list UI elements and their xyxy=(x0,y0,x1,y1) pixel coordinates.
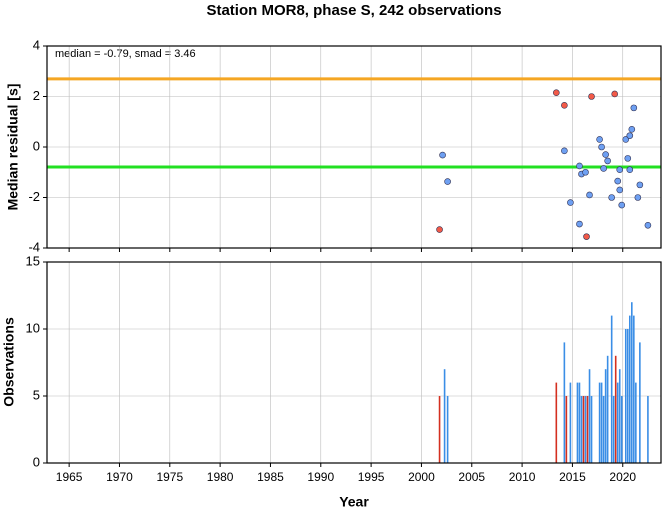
bar xyxy=(446,396,449,463)
bar xyxy=(647,396,649,463)
point xyxy=(561,147,568,155)
point xyxy=(630,104,638,112)
point xyxy=(622,136,630,143)
y-axis-label: Observations xyxy=(1,317,17,407)
plot-frame xyxy=(46,45,662,249)
point xyxy=(611,90,618,98)
point xyxy=(596,136,603,143)
y-tick-label: 2 xyxy=(33,88,40,103)
bar xyxy=(600,382,603,463)
point xyxy=(439,151,446,159)
bar xyxy=(569,382,572,463)
point xyxy=(567,199,574,206)
x-axis-label: Year xyxy=(339,494,369,510)
bar xyxy=(612,396,615,463)
bar xyxy=(598,382,601,463)
bar xyxy=(618,369,621,463)
point xyxy=(616,166,624,174)
point xyxy=(626,166,634,174)
point xyxy=(598,143,605,151)
point xyxy=(436,226,443,233)
y-tick-label: 15 xyxy=(26,253,40,268)
x-tick-label: 1970 xyxy=(106,470,133,484)
bar xyxy=(639,342,641,463)
point xyxy=(608,194,615,201)
bar xyxy=(633,315,635,463)
point xyxy=(604,157,611,165)
bar xyxy=(602,396,605,463)
x-tick-label: 1980 xyxy=(207,470,234,484)
x-tick-label: 1975 xyxy=(156,470,183,484)
bar xyxy=(555,382,558,463)
x-tick-label: 2015 xyxy=(559,470,586,484)
bar xyxy=(588,369,591,463)
point xyxy=(576,162,583,170)
y-tick-label: 5 xyxy=(33,387,40,402)
point xyxy=(583,233,590,240)
bar xyxy=(443,369,446,463)
y-tick-label: 10 xyxy=(26,320,40,335)
annotation: median = -0.79, smad = 3.46 xyxy=(55,48,196,60)
point xyxy=(618,201,626,209)
point xyxy=(644,221,652,229)
bar xyxy=(610,315,613,463)
y-tick-label: -2 xyxy=(28,189,40,204)
bar xyxy=(565,396,568,463)
bar xyxy=(582,396,585,463)
point xyxy=(624,155,632,162)
point xyxy=(586,191,593,199)
bar xyxy=(580,396,583,463)
bar xyxy=(631,302,633,463)
point xyxy=(602,151,609,158)
bar xyxy=(438,396,441,463)
point xyxy=(553,89,560,97)
point xyxy=(576,220,583,228)
plot-frame xyxy=(46,261,662,464)
bar xyxy=(616,382,619,463)
bar xyxy=(586,396,589,463)
bar xyxy=(614,355,617,463)
bar xyxy=(584,396,587,463)
y-tick-label: 0 xyxy=(33,454,40,469)
x-tick-label: 1990 xyxy=(307,470,334,484)
bar xyxy=(578,382,581,463)
x-tick-label: 2000 xyxy=(408,470,435,484)
point xyxy=(614,177,622,185)
bar xyxy=(626,329,629,463)
bar xyxy=(604,369,607,463)
y-tick-label: 4 xyxy=(33,37,40,52)
point xyxy=(561,102,568,109)
point xyxy=(626,132,634,139)
point xyxy=(444,178,451,185)
bar xyxy=(590,396,593,463)
y-tick-label: 0 xyxy=(33,138,40,153)
point xyxy=(600,165,607,172)
x-tick-label: 2020 xyxy=(609,470,636,484)
y-tick-label: -4 xyxy=(28,239,40,254)
point xyxy=(582,168,589,176)
point xyxy=(636,181,644,189)
bar xyxy=(576,382,579,463)
x-tick-label: 1985 xyxy=(257,470,284,484)
point xyxy=(634,194,642,201)
bar xyxy=(624,329,627,463)
point xyxy=(616,186,624,194)
bar xyxy=(628,315,631,463)
x-tick-label: 2010 xyxy=(509,470,536,484)
x-tick-label: 1995 xyxy=(358,470,385,484)
point xyxy=(628,126,636,133)
point xyxy=(588,93,595,100)
bar xyxy=(620,396,623,463)
bar xyxy=(606,355,609,463)
chart-title: Station MOR8, phase S, 242 observations xyxy=(206,2,501,19)
bar xyxy=(563,342,566,463)
bar xyxy=(635,382,637,463)
x-tick-label: 1965 xyxy=(56,470,83,484)
y-axis-label: Median residual [s] xyxy=(5,84,21,211)
x-tick-label: 2005 xyxy=(458,470,485,484)
